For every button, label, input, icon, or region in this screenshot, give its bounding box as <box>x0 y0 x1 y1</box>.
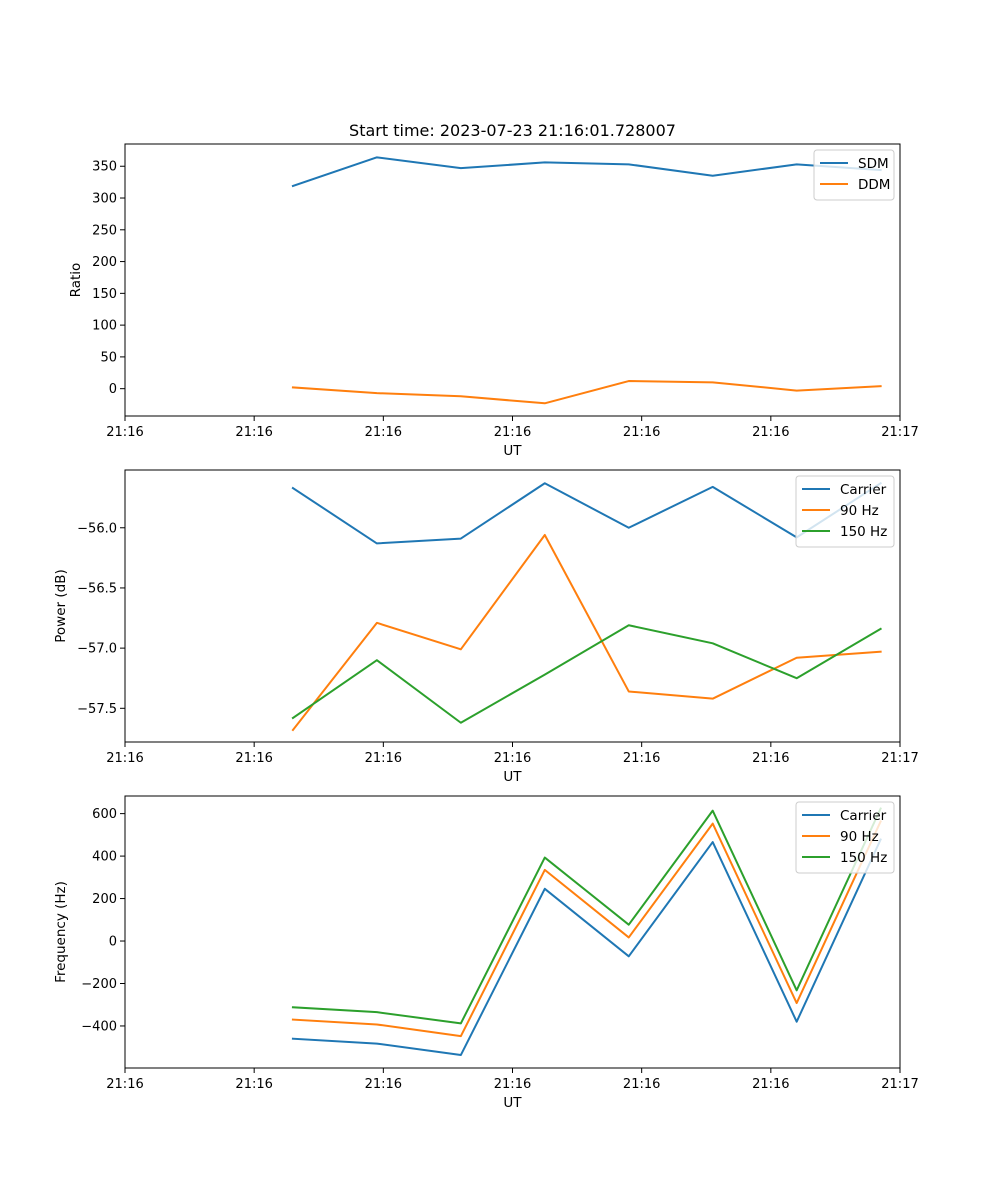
x-tick-label: 21:16 <box>235 1077 272 1092</box>
chart-title: Start time: 2023-07-23 21:16:01.728007 <box>349 121 676 140</box>
plot-frame <box>124 469 901 743</box>
y-tick-label: 100 <box>92 319 117 334</box>
x-tick-label: 21:16 <box>235 425 272 440</box>
y-tick-label: 0 <box>109 935 117 950</box>
y-tick-label: 300 <box>92 192 117 207</box>
y-axis-label: Ratio <box>68 263 84 298</box>
x-tick-label: 21:16 <box>365 1077 402 1092</box>
chart-panel-1: Start time: 2023-07-23 21:16:01.728007 21… <box>68 121 919 459</box>
x-tick-label: 21:16 <box>623 751 660 766</box>
series-line-90-hz <box>291 533 882 732</box>
y-tick-label: −200 <box>81 977 117 992</box>
x-tick-label: 21:16 <box>752 1077 789 1092</box>
x-tick-label: 21:16 <box>752 425 789 440</box>
x-axis-label: UT <box>503 769 522 785</box>
legend: Carrier 90 Hz 150 Hz <box>795 801 895 874</box>
x-tick-label: 21:17 <box>881 425 918 440</box>
y-tick-label: 200 <box>92 892 117 907</box>
legend-label: 90 Hz <box>840 503 879 519</box>
y-tick-label: −56.0 <box>77 521 117 536</box>
legend-label: DDM <box>858 177 890 193</box>
x-tick-label: 21:16 <box>106 751 143 766</box>
y-tick-label: 50 <box>100 350 117 365</box>
series-line-150-hz <box>291 624 882 724</box>
y-tick-label: 150 <box>92 287 117 302</box>
x-tick-label: 21:17 <box>881 1077 918 1092</box>
x-tick-label: 21:16 <box>623 425 660 440</box>
x-tick-label: 21:16 <box>365 751 402 766</box>
y-axis-label: Power (dB) <box>53 569 69 642</box>
chart-panel-3: 21:16 21:16 21:16 21:16 21:16 21:16 21:17 −400 −… <box>53 795 919 1111</box>
y-axis-label: Frequency (Hz) <box>53 881 69 983</box>
series-line-150-hz <box>291 807 882 1025</box>
x-tick-label: 21:16 <box>494 1077 531 1092</box>
x-tick-label: 21:16 <box>365 425 402 440</box>
x-tick-label: 21:16 <box>106 425 143 440</box>
y-tick-label: 350 <box>92 160 117 175</box>
legend: Carrier 90 Hz 150 Hz <box>795 475 895 548</box>
series-line-90-hz <box>291 820 882 1038</box>
legend-label: 90 Hz <box>840 829 879 845</box>
y-tick-label: 400 <box>92 850 117 865</box>
x-axis-label: UT <box>503 1095 522 1111</box>
x-tick-label: 21:16 <box>752 751 789 766</box>
series-line-carrier <box>291 481 883 545</box>
legend-label: SDM <box>858 156 889 172</box>
y-tick-label: 250 <box>92 223 117 238</box>
x-tick-label: 21:16 <box>494 751 531 766</box>
legend: SDM DDM <box>813 149 895 201</box>
x-tick-label: 21:17 <box>881 751 918 766</box>
x-axis-label: UT <box>503 443 522 459</box>
series-line-sdm <box>291 156 882 188</box>
legend-label: Carrier <box>840 482 887 498</box>
series-line-ddm <box>291 380 882 405</box>
y-tick-label: −400 <box>81 1019 117 1034</box>
y-tick-label: −56.5 <box>77 581 117 596</box>
y-tick-label: 200 <box>92 255 117 270</box>
chart-panel-2: 21:16 21:16 21:16 21:16 21:16 21:16 21:17 −57.5… <box>53 469 919 785</box>
plot-frame <box>124 143 901 417</box>
legend-label: 150 Hz <box>840 524 887 540</box>
y-tick-label: 600 <box>92 807 117 822</box>
x-tick-label: 21:16 <box>235 751 272 766</box>
y-tick-label: −57.0 <box>77 642 117 657</box>
legend-label: 150 Hz <box>840 850 887 866</box>
x-tick-label: 21:16 <box>106 1077 143 1092</box>
series-line-carrier <box>291 838 882 1057</box>
legend-label: Carrier <box>840 808 887 824</box>
legend-box <box>795 801 895 874</box>
y-tick-label: 0 <box>109 382 117 397</box>
y-tick-label: −57.5 <box>77 702 117 717</box>
legend-box <box>795 475 895 548</box>
x-tick-label: 21:16 <box>623 1077 660 1092</box>
x-tick-label: 21:16 <box>494 425 531 440</box>
